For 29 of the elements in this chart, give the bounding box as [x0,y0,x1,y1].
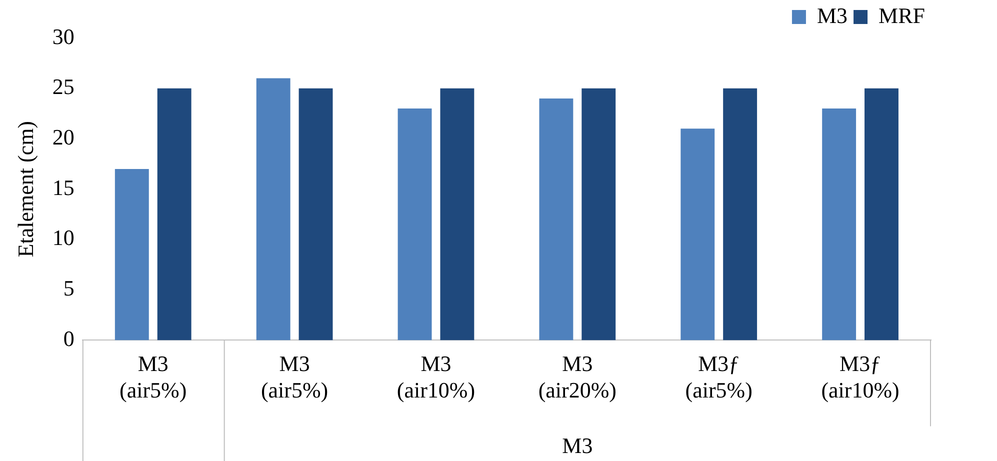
x-tick-label: M3 (air20%) [538,351,617,403]
y-tick-label: 30 [52,24,74,49]
y-tick-label: 10 [52,225,74,250]
y-tick-label: 0 [63,326,74,351]
x-tick-label: M3ƒ (air5%) [685,351,752,403]
y-tick-label: 5 [63,276,74,301]
bar [440,88,474,340]
bar [723,88,758,340]
bar [539,98,574,340]
bar [157,88,192,340]
legend-label: MRF [878,2,926,28]
y-axis-title: Etalement (cm) [12,120,38,258]
bar [822,108,856,340]
y-tick-label: 15 [52,174,74,200]
y-tick-label: 20 [52,124,74,150]
bar [114,168,149,340]
legend-label: M3 [816,2,848,28]
text: M3 [562,432,593,458]
x-tick-label: M3 (air5%) [120,351,187,403]
bar [864,88,898,340]
x-tick-label: M3 (air5%) [260,351,328,403]
bar [398,108,432,340]
x-tick-label: M3ƒ (air10%) [821,351,900,403]
bar [298,88,333,340]
bar [582,88,616,340]
x-tick-label: M3 (air10%) [396,351,476,403]
bar [680,128,715,340]
bar [256,78,290,340]
y-tick-label: 25 [52,74,74,100]
